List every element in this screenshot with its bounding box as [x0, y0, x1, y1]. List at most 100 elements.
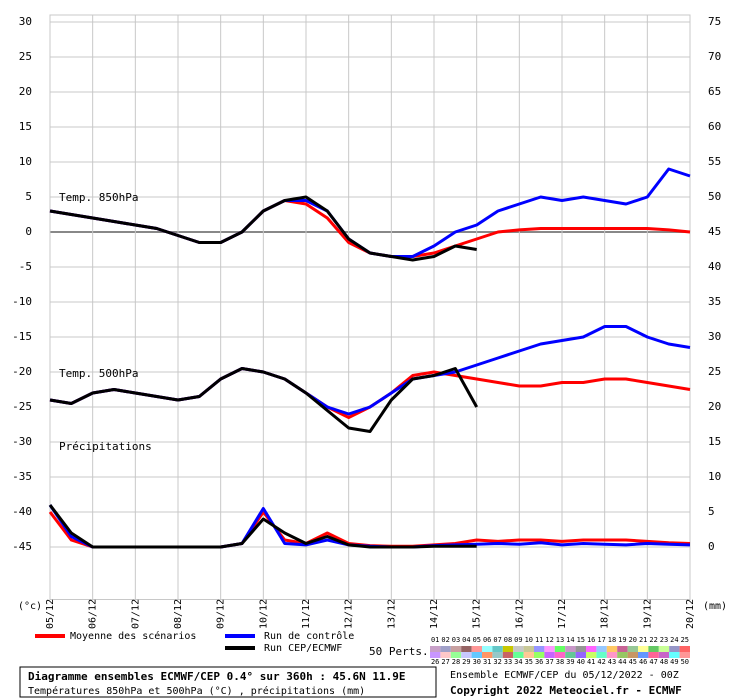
- member-swatch: [534, 646, 545, 652]
- y-tick-label: 30: [19, 15, 32, 28]
- member-swatch: [658, 652, 670, 658]
- series-line: [49, 199, 691, 258]
- series-line: [48, 504, 477, 549]
- member-label: 13: [556, 636, 564, 644]
- y2-tick-label: 60: [708, 120, 721, 133]
- y2-tick-label: 20: [708, 400, 721, 413]
- series-line: [49, 367, 479, 433]
- member-swatch: [679, 646, 690, 652]
- member-label: 40: [577, 658, 585, 666]
- member-swatch: [596, 652, 607, 658]
- x-tick-label: 10/12: [258, 599, 269, 629]
- y-tick-label: -15: [12, 330, 32, 343]
- member-label: 29: [462, 658, 470, 666]
- series-line: [48, 510, 691, 549]
- member-swatch: [430, 652, 441, 658]
- member-label: 03: [452, 636, 460, 644]
- y2-tick-label: 65: [708, 85, 721, 98]
- member-label: 22: [649, 636, 657, 644]
- member-label: 02: [441, 636, 449, 644]
- perturbations-label: 50 Perts.: [369, 645, 429, 658]
- member-label: 14: [566, 636, 574, 644]
- member-label: 31: [483, 658, 491, 666]
- run-info: Ensemble ECMWF/CEP du 05/12/2022 - 00Z: [450, 670, 679, 681]
- member-label: 47: [649, 658, 657, 666]
- member-swatch: [638, 652, 649, 658]
- member-label: 11: [535, 636, 543, 644]
- member-label: 30: [473, 658, 481, 666]
- member-swatch: [627, 652, 638, 658]
- y2-tick-label: 30: [708, 330, 721, 343]
- member-label: 17: [597, 636, 605, 644]
- member-label: 46: [639, 658, 647, 666]
- member-label: 15: [577, 636, 585, 644]
- member-swatch: [450, 646, 462, 652]
- member-swatch: [554, 646, 566, 652]
- y-tick-label: -45: [12, 540, 32, 553]
- member-swatch: [669, 646, 680, 652]
- y-tick-label: 20: [19, 85, 32, 98]
- y2-tick-label: 70: [708, 50, 721, 63]
- member-label: 39: [566, 658, 574, 666]
- member-swatch: [648, 652, 659, 658]
- member-swatch: [440, 652, 451, 658]
- member-label: 44: [618, 658, 626, 666]
- series-line: [49, 325, 691, 416]
- x-tick-label: 17/12: [557, 599, 568, 629]
- member-label: 23: [660, 636, 668, 644]
- member-swatch: [544, 652, 555, 658]
- x-tick-label: 18/12: [600, 599, 611, 629]
- member-swatch: [648, 646, 659, 652]
- member-label: 48: [660, 658, 668, 666]
- member-label: 24: [670, 636, 678, 644]
- x-tick-label: 11/12: [301, 599, 312, 629]
- footer-title: Diagramme ensembles ECMWF/CEP 0.4° sur 3…: [28, 670, 406, 683]
- x-tick-label: 20/12: [685, 599, 696, 629]
- member-label: 18: [608, 636, 616, 644]
- member-label: 34: [514, 658, 522, 666]
- member-swatch: [658, 646, 670, 652]
- member-swatch: [450, 652, 462, 658]
- x-tick-label: 13/12: [386, 599, 397, 629]
- member-label: 38: [556, 658, 564, 666]
- member-label: 07: [493, 636, 501, 644]
- member-swatch: [617, 646, 628, 652]
- member-label: 42: [597, 658, 605, 666]
- member-label: 04: [462, 636, 470, 644]
- member-swatch: [565, 652, 576, 658]
- y-tick-label: -40: [12, 505, 32, 518]
- member-label: 43: [608, 658, 616, 666]
- y2-tick-label: 25: [708, 365, 721, 378]
- member-swatch: [461, 652, 472, 658]
- member-swatch: [575, 646, 586, 652]
- y-tick-label: -5: [19, 260, 32, 273]
- series-line: [49, 195, 477, 262]
- member-swatch: [523, 646, 534, 652]
- y2-tick-label: 75: [708, 15, 721, 28]
- member-label: 35: [525, 658, 533, 666]
- y2-axis-label: (mm): [703, 601, 727, 612]
- member-swatch: [586, 652, 597, 658]
- y2-tick-label: 45: [708, 225, 721, 238]
- x-tick-label: 19/12: [642, 599, 653, 629]
- member-label: 21: [639, 636, 647, 644]
- member-label: 05: [473, 636, 481, 644]
- x-tick-label: 12/12: [344, 599, 355, 629]
- member-swatch: [606, 652, 618, 658]
- member-swatch: [596, 646, 607, 652]
- member-swatch: [482, 652, 493, 658]
- y2-tick-label: 50: [708, 190, 721, 203]
- member-label: 32: [493, 658, 501, 666]
- member-swatch: [492, 646, 503, 652]
- member-swatch: [523, 652, 534, 658]
- lines: [48, 167, 691, 549]
- y2-tick-label: 10: [708, 470, 721, 483]
- member-label: 36: [535, 658, 543, 666]
- annotation: Temp. 500hPa: [59, 367, 138, 380]
- y2-tick-label: 15: [708, 435, 721, 448]
- y-tick-label: 15: [19, 120, 32, 133]
- member-swatch: [502, 652, 514, 658]
- member-label: 20: [629, 636, 637, 644]
- y2-tick-label: 0: [708, 540, 715, 553]
